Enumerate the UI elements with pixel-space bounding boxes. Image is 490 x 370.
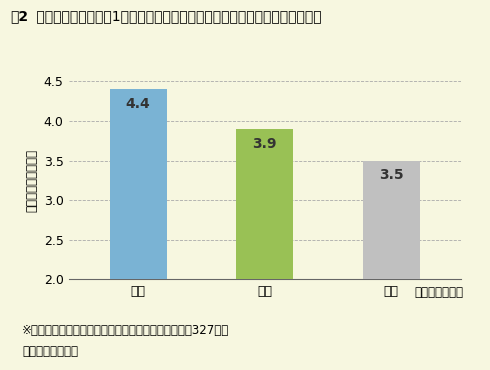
Bar	[110, 89, 167, 279]
Text: データで解析。: データで解析。	[22, 345, 78, 358]
Text: 首都圏地域区分: 首都圏地域区分	[414, 286, 463, 299]
Text: 首都圏でのツバメの1巣あたりの巣立ちヒナ数（平均）と地域区分との関係: 首都圏でのツバメの1巣あたりの巣立ちヒナ数（平均）と地域区分との関係	[32, 9, 321, 23]
Text: 3.9: 3.9	[252, 137, 277, 151]
Bar	[236, 129, 293, 279]
Y-axis label: 巣立ちヒナ数（羽）: 巣立ちヒナ数（羽）	[25, 149, 38, 212]
Text: 図2: 図2	[10, 9, 28, 23]
Text: 4.4: 4.4	[126, 97, 150, 111]
Text: ※首都圏から集まった、巣立ちまでの観察情報のある327巣の: ※首都圏から集まった、巣立ちまでの観察情報のある327巣の	[22, 324, 229, 337]
Text: 3.5: 3.5	[379, 168, 403, 182]
Bar	[363, 161, 419, 279]
